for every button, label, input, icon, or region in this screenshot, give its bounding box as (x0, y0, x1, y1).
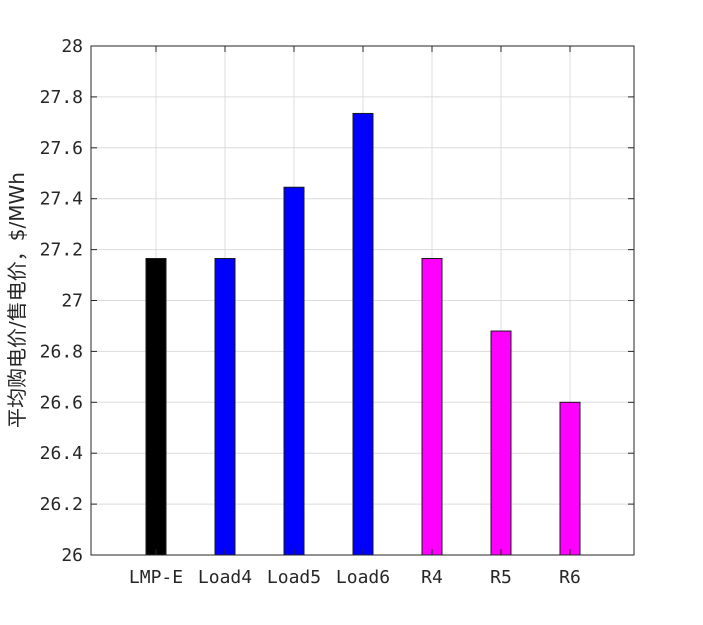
bar-r4 (421, 258, 443, 556)
x-tick-label: Load4 (198, 567, 252, 588)
bar-load5 (283, 186, 305, 556)
bars (145, 112, 581, 556)
x-tick-label: LMP-E (129, 567, 183, 588)
y-tick-label: 26.2 (40, 494, 83, 515)
x-tick-label: R5 (490, 567, 512, 588)
y-tick-label: 26.4 (40, 443, 83, 464)
x-tick-label: R6 (559, 567, 581, 588)
y-tick-label: 27.2 (40, 240, 83, 261)
bar-r6 (559, 401, 581, 556)
x-tick-label: Load6 (336, 567, 390, 588)
ticks (91, 45, 634, 556)
bar-load6 (352, 112, 374, 556)
y-tick-label: 27.4 (40, 189, 83, 210)
y-tick-label: 26.8 (40, 341, 83, 362)
y-tick-label: 28 (61, 36, 83, 57)
y-tick-label: 26 (61, 545, 83, 566)
y-tick-label: 26.6 (40, 392, 83, 413)
x-tick-label: R4 (421, 567, 443, 588)
bar-load4 (214, 258, 236, 556)
y-tick-labels: 26 26.2 26.4 26.6 26.8 27 27.2 27.4 27.6 27.8 28 (40, 36, 83, 566)
y-tick-label: 27.8 (40, 87, 83, 108)
y-tick-label: 27 (61, 291, 83, 312)
bar-r5 (490, 330, 512, 556)
x-tick-label: Load5 (267, 567, 321, 588)
bar-lmp-e (145, 258, 167, 556)
y-tick-label: 27.6 (40, 138, 83, 159)
y-axis-label: 平均购电价/售电价，$/MWh (5, 172, 29, 428)
x-tick-labels: LMP-E Load4 Load5 Load6 R4 R5 R6 (129, 567, 581, 588)
